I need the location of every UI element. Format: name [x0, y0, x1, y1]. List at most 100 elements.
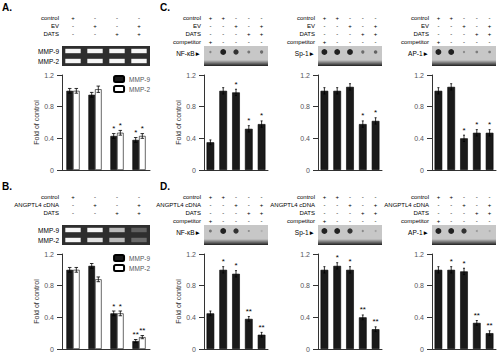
svg-text:-: - — [476, 39, 478, 45]
svg-text:1.2: 1.2 — [44, 251, 54, 258]
svg-text:Sp-1►: Sp-1► — [295, 229, 315, 237]
svg-text:-: - — [375, 218, 377, 224]
svg-text:-: - — [261, 194, 263, 200]
svg-text:-: - — [222, 210, 224, 216]
svg-text:DATS: DATS — [43, 31, 59, 37]
svg-text:-: - — [362, 15, 364, 21]
svg-text:-: - — [235, 31, 237, 37]
svg-text:**: ** — [474, 311, 480, 320]
svg-text:1.2: 1.2 — [414, 72, 424, 79]
svg-text:0.8: 0.8 — [414, 103, 424, 110]
svg-text:DATS: DATS — [299, 31, 315, 37]
svg-text:DATS: DATS — [413, 31, 429, 37]
svg-text:**: ** — [139, 326, 145, 335]
svg-text:competitor: competitor — [401, 39, 429, 45]
svg-text:control: control — [411, 194, 429, 200]
svg-text:control: control — [297, 194, 315, 200]
svg-text:+: + — [488, 210, 492, 216]
svg-text:-: - — [463, 210, 465, 216]
svg-text:1.2: 1.2 — [414, 251, 424, 258]
svg-text:-: - — [375, 39, 377, 45]
svg-text:+: + — [209, 218, 213, 224]
svg-text:0.4: 0.4 — [186, 314, 196, 321]
svg-text:-: - — [336, 218, 338, 224]
svg-text:+: + — [488, 23, 492, 29]
svg-text:-: - — [450, 202, 452, 208]
svg-text:MMP-2: MMP-2 — [129, 265, 150, 272]
svg-text:-: - — [375, 194, 377, 200]
svg-text:-: - — [362, 39, 364, 45]
svg-text:-: - — [437, 202, 439, 208]
svg-text:*: * — [141, 124, 144, 133]
svg-text:-: - — [261, 15, 263, 21]
svg-text:-: - — [349, 218, 351, 224]
svg-text:0.4: 0.4 — [414, 314, 424, 321]
svg-text:-: - — [138, 15, 140, 21]
svg-text:**: ** — [486, 321, 492, 330]
svg-text:-: - — [261, 39, 263, 45]
svg-text:-: - — [450, 218, 452, 224]
svg-text:-: - — [476, 202, 478, 208]
svg-text:+: + — [462, 23, 466, 29]
svg-text:-: - — [450, 31, 452, 37]
svg-text:0.4: 0.4 — [300, 314, 310, 321]
svg-text:*: * — [260, 111, 263, 120]
svg-text:*: * — [462, 126, 465, 135]
svg-text:MMP-9: MMP-9 — [38, 48, 59, 55]
svg-text:-: - — [209, 210, 211, 216]
svg-text:*: * — [247, 116, 250, 125]
svg-text:0.8: 0.8 — [300, 103, 310, 110]
svg-text:1.2: 1.2 — [186, 72, 196, 79]
svg-text:+: + — [93, 202, 97, 208]
svg-text:-: - — [362, 194, 364, 200]
svg-text:control: control — [183, 194, 201, 200]
svg-text:0.8: 0.8 — [414, 282, 424, 289]
svg-text:0: 0 — [192, 346, 196, 353]
svg-text:+: + — [234, 23, 238, 29]
svg-text:-: - — [476, 15, 478, 21]
svg-text:+: + — [137, 202, 141, 208]
svg-text:-: - — [222, 39, 224, 45]
svg-text:*: * — [336, 253, 339, 262]
svg-text:-: - — [235, 39, 237, 45]
svg-text:-: - — [323, 31, 325, 37]
svg-text:-: - — [116, 202, 118, 208]
svg-text:-: - — [94, 210, 96, 216]
svg-text:**: ** — [246, 307, 252, 316]
svg-text:+: + — [260, 210, 264, 216]
svg-text:1.2: 1.2 — [300, 251, 310, 258]
svg-text:MMP-2: MMP-2 — [129, 86, 150, 93]
svg-text:Fold of control: Fold of control — [175, 100, 182, 145]
svg-text:-: - — [209, 202, 211, 208]
svg-text:+: + — [437, 39, 441, 45]
svg-text:-: - — [116, 15, 118, 21]
svg-text:EV: EV — [421, 23, 429, 29]
svg-text:+: + — [323, 15, 327, 21]
svg-text:NF-κB►: NF-κB► — [176, 229, 201, 236]
svg-text:-: - — [138, 194, 140, 200]
svg-text:competitor: competitor — [173, 39, 201, 45]
svg-text:0.4: 0.4 — [44, 314, 54, 321]
svg-text:-: - — [94, 15, 96, 21]
svg-text:EV: EV — [193, 23, 201, 29]
svg-text:-: - — [437, 210, 439, 216]
svg-text:+: + — [348, 202, 352, 208]
svg-text:0.4: 0.4 — [186, 135, 196, 142]
svg-text:-: - — [248, 39, 250, 45]
svg-text:-: - — [116, 194, 118, 200]
svg-text:DATS: DATS — [299, 210, 315, 216]
svg-text:MMP-9: MMP-9 — [129, 76, 150, 83]
svg-text:-: - — [362, 202, 364, 208]
svg-text:-: - — [349, 31, 351, 37]
svg-text:+: + — [374, 210, 378, 216]
svg-text:-: - — [450, 210, 452, 216]
svg-text:-: - — [349, 210, 351, 216]
svg-text:-: - — [476, 23, 478, 29]
svg-text:-: - — [235, 218, 237, 224]
svg-text:+: + — [209, 194, 213, 200]
svg-text:-: - — [248, 218, 250, 224]
svg-text:-: - — [336, 39, 338, 45]
svg-text:-: - — [72, 210, 74, 216]
svg-text:0.4: 0.4 — [300, 135, 310, 142]
svg-text:MMP-2: MMP-2 — [38, 237, 59, 244]
